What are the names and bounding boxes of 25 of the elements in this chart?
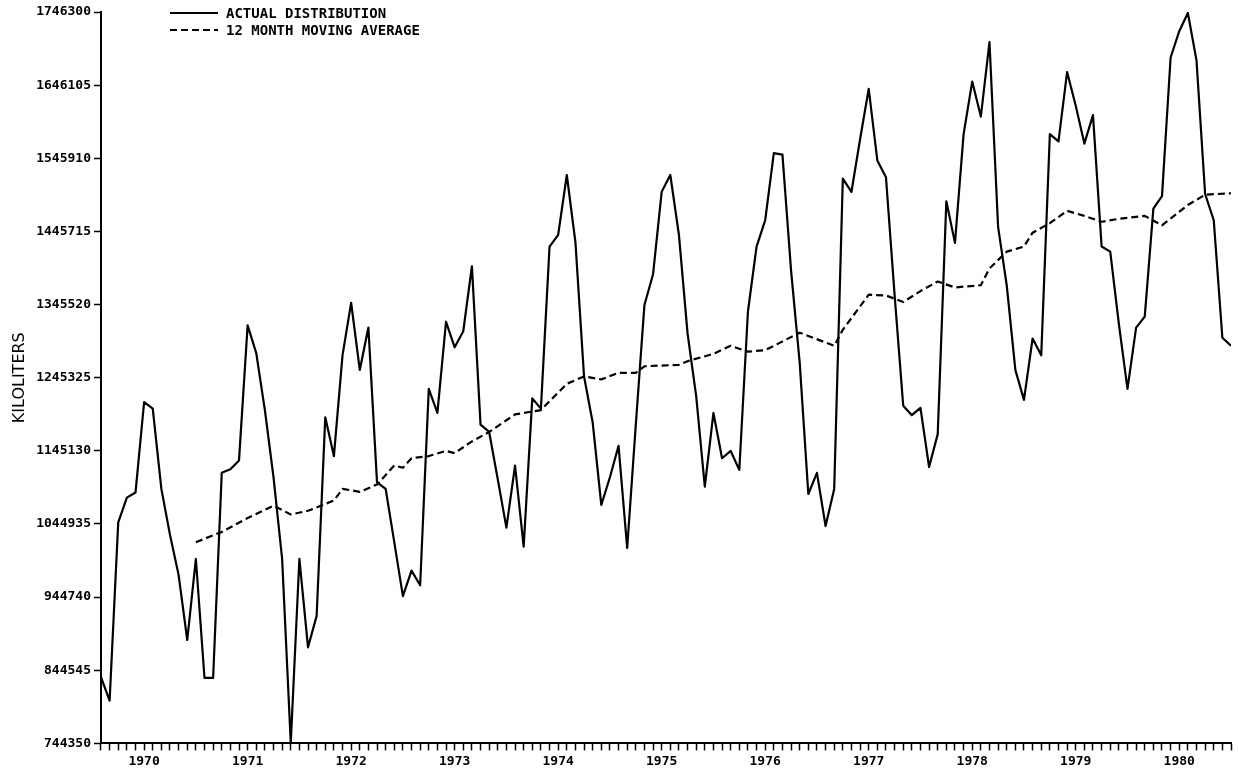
y-tick-label: 844545 (44, 661, 91, 677)
y-tick-label: 1746300 (36, 3, 92, 19)
x-tick-label: 1974 (542, 752, 574, 768)
x-tick-label: 1977 (853, 752, 885, 768)
x-tick-label: 1980 (1163, 752, 1196, 768)
x-tick-label: 1971 (231, 752, 264, 768)
x-tick-label: 1976 (749, 752, 782, 768)
x-tick-label: 1979 (1060, 752, 1092, 768)
x-tick-label: 1973 (439, 752, 471, 768)
x-tick-label: 1972 (335, 752, 367, 768)
y-tick-label: 1646105 (36, 76, 91, 92)
y-tick-label: 1345520 (36, 295, 92, 311)
legend-label: 12 MONTH MOVING AVERAGE (226, 21, 420, 38)
x-tick-label: 1970 (128, 752, 160, 768)
x-tick-label: 1975 (646, 752, 678, 768)
y-tick-label: 944740 (44, 588, 92, 604)
x-tick-label: 1978 (956, 752, 989, 768)
y-tick-label: 744350 (44, 734, 92, 750)
y-axis-title: KILOLITERS (8, 332, 28, 424)
y-tick-label: 1445715 (36, 222, 91, 238)
y-tick-label: 1545910 (36, 149, 92, 165)
legend-label: ACTUAL DISTRIBUTION (226, 4, 387, 21)
y-tick-label: 1145130 (36, 442, 92, 458)
y-tick-label: 1245325 (36, 369, 91, 385)
y-tick-label: 1044935 (36, 515, 91, 531)
